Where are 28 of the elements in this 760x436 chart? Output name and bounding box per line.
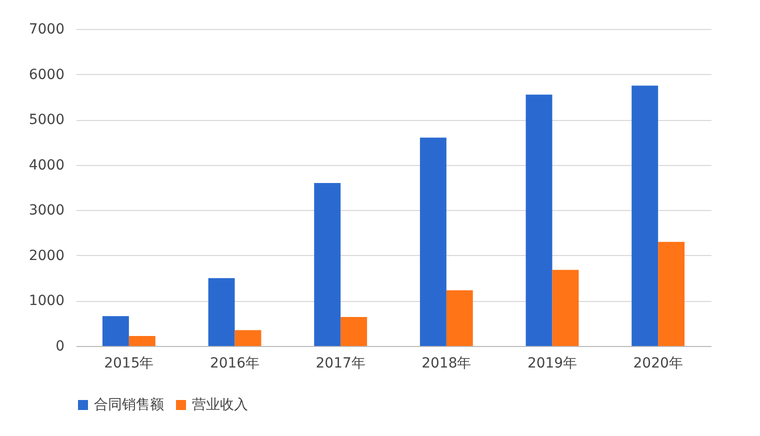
y-tick-label: 2000 bbox=[28, 248, 64, 264]
y-tick-label: 7000 bbox=[28, 22, 64, 38]
x-tick-label: 2016年 bbox=[210, 356, 260, 372]
x-tick-label: 2020年 bbox=[633, 356, 683, 372]
x-tick-label: 2019年 bbox=[527, 356, 578, 372]
bar bbox=[208, 278, 235, 346]
bar bbox=[446, 290, 473, 346]
y-tick-label: 0 bbox=[56, 338, 64, 354]
bar bbox=[632, 86, 658, 346]
y-tick-label: 3000 bbox=[28, 202, 64, 219]
bar bbox=[340, 317, 368, 346]
legend-label: 营业收入 bbox=[192, 397, 248, 413]
legend-label: 合同销售额 bbox=[94, 397, 164, 413]
y-tick-label: 5000 bbox=[28, 112, 64, 128]
bar bbox=[658, 242, 685, 346]
bar bbox=[102, 316, 129, 346]
bar bbox=[128, 336, 156, 346]
bar bbox=[552, 270, 579, 346]
y-tick-label: 4000 bbox=[28, 157, 64, 174]
bar bbox=[420, 138, 446, 346]
x-tick-label: 2018年 bbox=[422, 356, 472, 372]
x-tick-label: 2015年 bbox=[104, 356, 154, 372]
y-tick-label: 6000 bbox=[28, 66, 64, 83]
x-tick-label: 2017年 bbox=[316, 356, 366, 372]
y-tick-label: 1000 bbox=[28, 293, 64, 310]
bar bbox=[234, 330, 262, 346]
bar bbox=[314, 182, 341, 346]
bar bbox=[526, 94, 552, 346]
